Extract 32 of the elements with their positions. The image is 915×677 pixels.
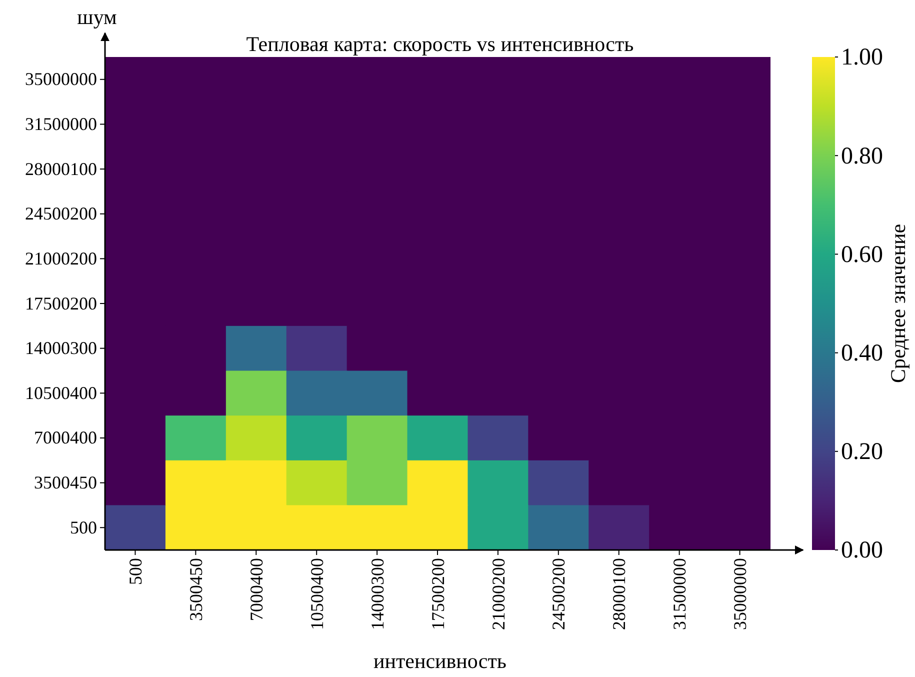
x-tick-label: 7000400 [246,558,266,621]
x-tick-label: 35000000 [730,558,750,630]
x-tick-label: 3500450 [186,558,206,621]
color-bar-label: 0.20 [841,439,883,466]
color-bar-label: 0.40 [841,340,883,366]
x-tick-label: 17500200 [428,558,448,630]
x-tick-label: 500 [126,558,146,585]
x-tick-label: 31500000 [670,558,690,630]
color-bar-label: 1.00 [841,44,883,71]
color-bar-label: 0.80 [841,143,883,170]
color-bar-label: 0.00 [841,538,883,564]
y-tick-label: 28000100 [25,158,97,179]
chart-title: Тепловая карта: скорость vs интенсивность [246,32,634,56]
x-tick-label: 24500200 [548,558,569,630]
x-tick-label: 28000100 [609,558,630,630]
y-tick-label: 17500200 [25,293,97,314]
color-bar-label: 0.60 [841,242,883,268]
y-tick-label: 14000300 [25,338,97,358]
y-tick-label: 3500450 [34,472,97,493]
y-tick-label: 7000400 [34,428,97,448]
y-tick-label: 35000000 [25,69,97,90]
y-tick-label: 10500400 [25,382,97,403]
x-tick-label: 21000200 [488,558,508,630]
y-tick-label: 21000200 [25,248,97,268]
y-axis-title: шум [77,5,117,29]
x-tick-label: 10500400 [306,558,327,630]
color-bar-title: Среднее значение [886,224,910,384]
x-tick-label: 14000300 [367,558,388,630]
y-tick-label: 24500200 [25,204,97,224]
x-axis-title: интенсивность [373,649,507,673]
y-tick-label: 31500000 [25,114,97,134]
y-tick-label: 500 [70,517,97,538]
